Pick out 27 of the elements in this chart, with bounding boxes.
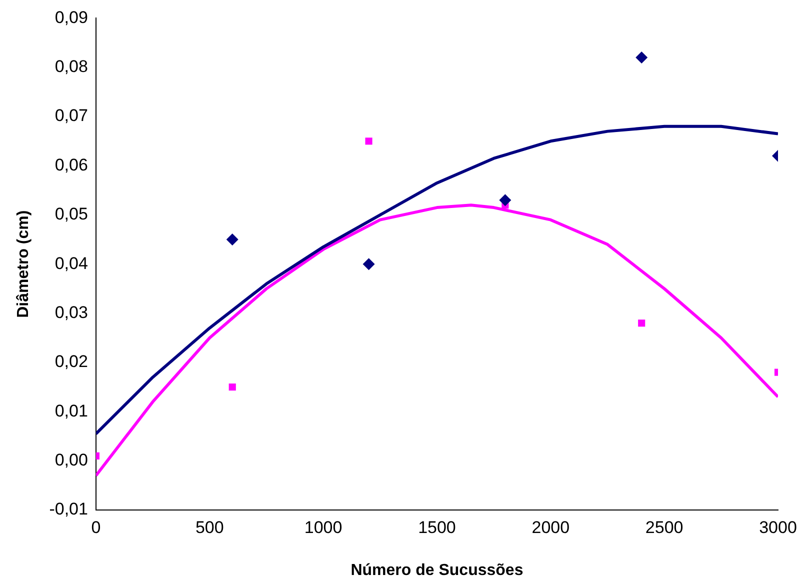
x-tick-label: 1000: [304, 518, 342, 538]
y-tick-label: 0,03: [54, 302, 88, 322]
y-tick-label: -0,01: [49, 500, 88, 519]
point: [228, 384, 236, 391]
x-tick-label: 2500: [645, 518, 684, 538]
point: [499, 194, 512, 206]
point: [638, 320, 646, 327]
x-tick-label: 0: [91, 518, 101, 538]
y-tick-label: 0,00: [54, 450, 88, 470]
y-tick-label: 0,06: [54, 155, 88, 174]
y-tick-label: 0,05: [54, 204, 88, 224]
y-tick-label: 0,09: [54, 8, 88, 27]
point: [365, 138, 372, 145]
x-tick-label: 500: [195, 518, 224, 538]
x-axis-title: Número de Sucussões: [350, 562, 524, 579]
y-tick-label: 0,04: [54, 254, 88, 273]
x-tick-label: 2000: [532, 518, 570, 538]
point: [362, 258, 375, 270]
point: [226, 234, 238, 246]
y-tick-label: 0,08: [54, 57, 88, 76]
y-tick-label: 0,02: [54, 352, 88, 372]
point: [636, 52, 648, 64]
x-tick-label: 1500: [418, 518, 456, 538]
x-tick-label: 3000: [759, 518, 797, 538]
y-axis-title: Diâmetro (cm): [15, 210, 32, 318]
y-tick-label: 0,01: [54, 401, 88, 420]
y-tick-label: 0,07: [54, 106, 88, 126]
